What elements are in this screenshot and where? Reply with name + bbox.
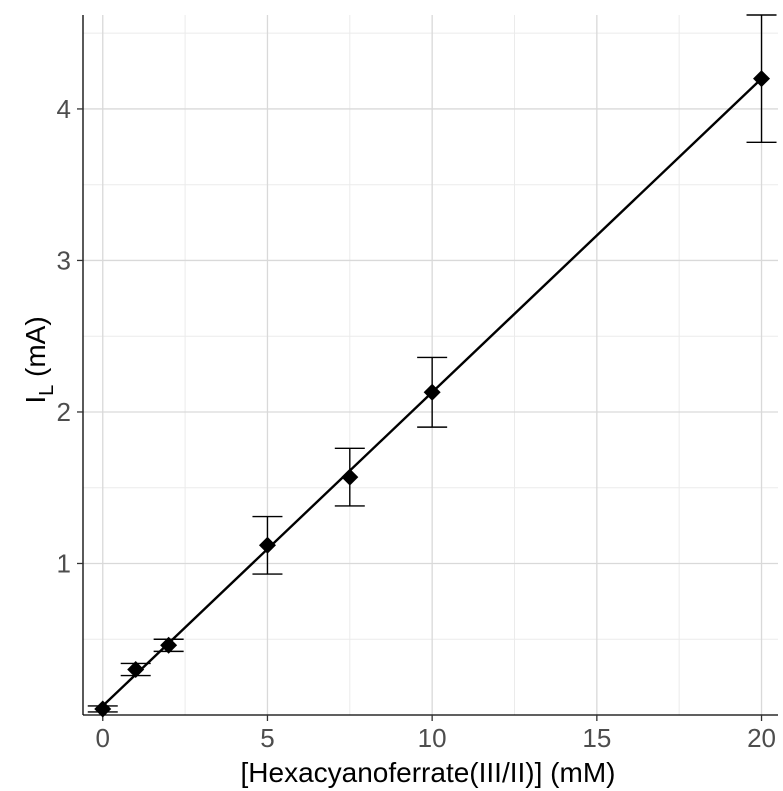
y-tick-labels: 1 2 3 4 [57, 94, 71, 579]
x-axis-title: [Hexacyanoferrate(III/II)] (mM) [241, 757, 616, 788]
y-tick-label: 2 [57, 397, 71, 427]
y-axis-title: IL (mA) [20, 316, 58, 403]
x-tick-label: 20 [747, 723, 776, 753]
minor-gridlines [83, 15, 778, 715]
axes [77, 15, 778, 721]
data-point-diamond [753, 70, 771, 88]
data-point-diamond [94, 700, 112, 718]
data-point-diamond [423, 383, 441, 401]
major-gridlines [83, 15, 778, 715]
data-point-diamond [127, 661, 145, 679]
y-tick-label: 4 [57, 94, 71, 124]
y-tick-label: 1 [57, 548, 71, 578]
data-points [94, 70, 771, 718]
y-tick-label: 3 [57, 245, 71, 275]
error-bars [87, 14, 777, 713]
x-tick-label: 0 [96, 723, 110, 753]
data-point-diamond [160, 636, 178, 654]
x-tick-labels: 0 5 10 15 20 [96, 723, 776, 753]
y-axis-title-unit: (mA) [20, 316, 51, 384]
x-tick-label: 5 [260, 723, 274, 753]
y-axis-title-subscript: L [36, 385, 58, 396]
data-point-diamond [258, 536, 276, 554]
x-tick-label: 15 [582, 723, 611, 753]
x-tick-label: 10 [418, 723, 447, 753]
y-axis-title-main: I [20, 396, 51, 404]
data-point-diamond [341, 468, 359, 486]
